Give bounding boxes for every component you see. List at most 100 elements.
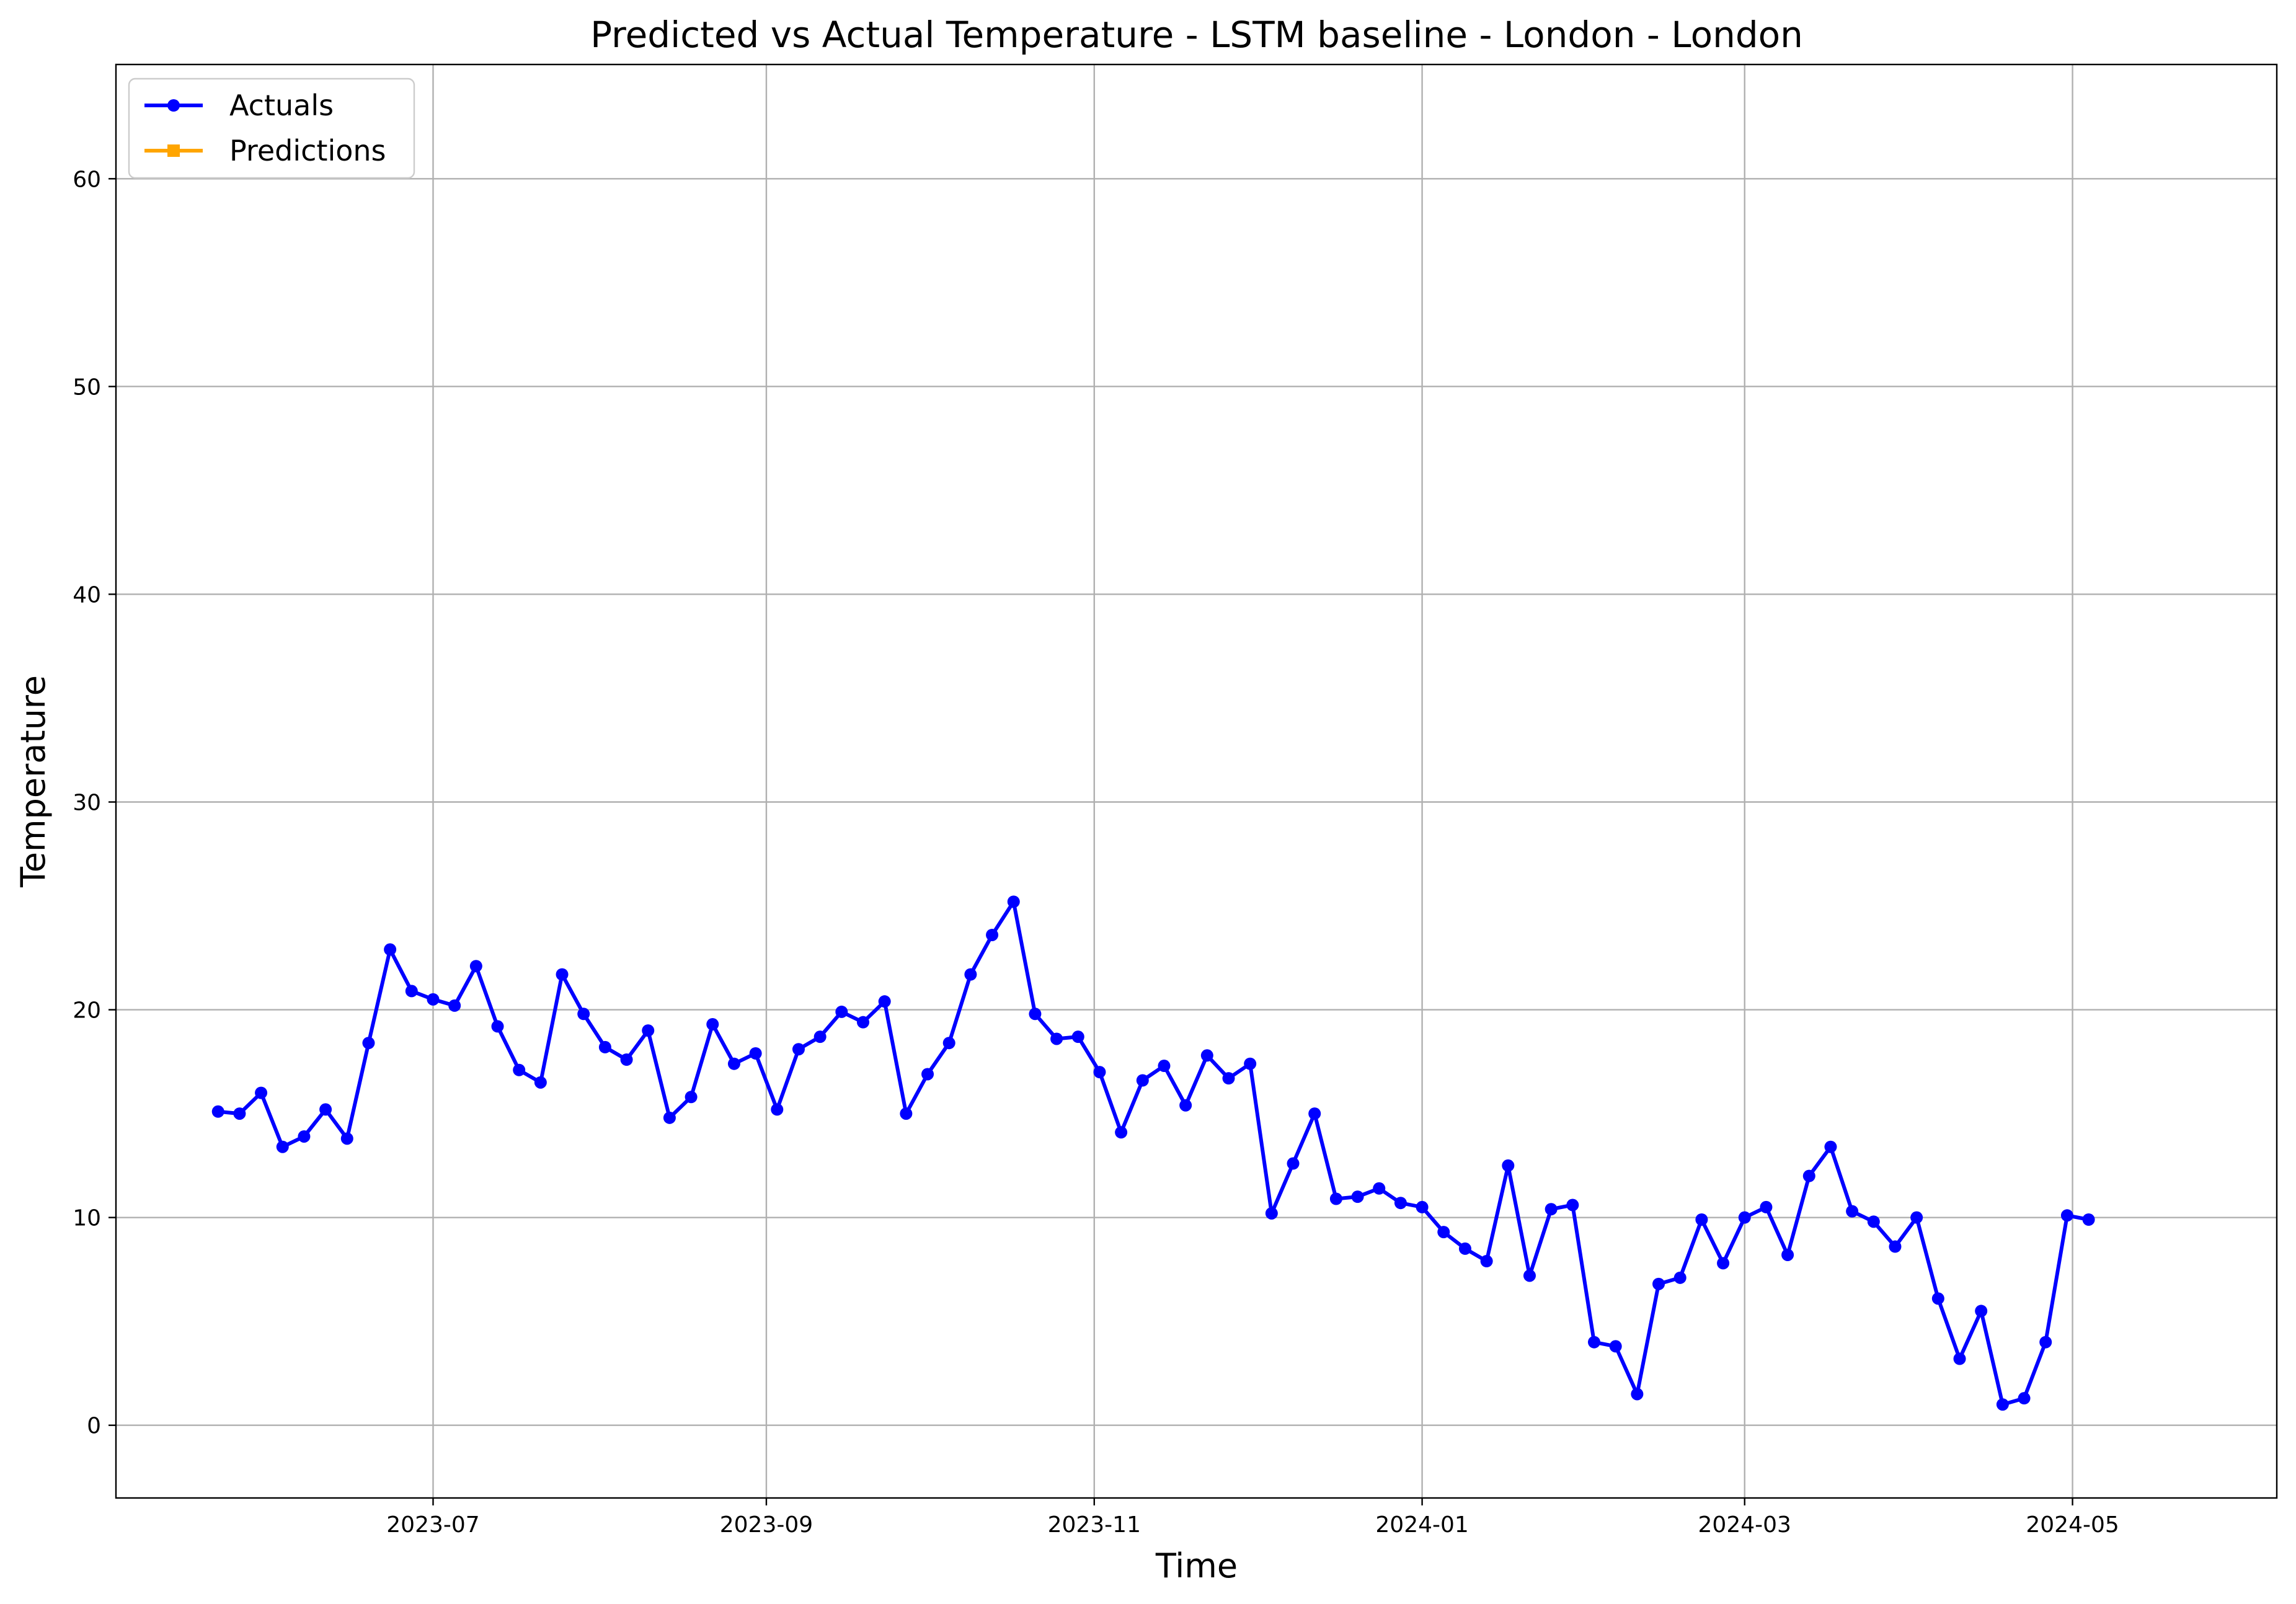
data-point <box>1394 1197 1407 1210</box>
data-point <box>835 1005 848 1018</box>
data-point <box>1802 1169 1815 1182</box>
data-point <box>598 1040 611 1053</box>
data-point <box>1781 1248 1794 1261</box>
data-point <box>1308 1107 1321 1120</box>
data-point <box>1545 1203 1558 1216</box>
data-point <box>1050 1032 1063 1045</box>
gridlines <box>116 64 2277 1498</box>
data-point <box>534 1076 547 1089</box>
data-point <box>362 1037 375 1050</box>
data-point <box>1222 1072 1235 1085</box>
data-point <box>1910 1211 1923 1224</box>
data-point <box>405 985 418 998</box>
data-point <box>491 1020 504 1033</box>
data-point <box>1975 1305 1988 1318</box>
data-point <box>2082 1213 2095 1226</box>
data-point <box>1953 1352 1966 1365</box>
y-tick-label: 20 <box>73 998 101 1024</box>
data-point <box>1673 1271 1687 1284</box>
data-point <box>900 1107 913 1120</box>
data-point <box>878 995 891 1008</box>
data-point <box>1502 1159 1515 1172</box>
data-point <box>1652 1277 1665 1290</box>
legend-actuals-marker <box>167 99 180 112</box>
data-point <box>1931 1292 1944 1305</box>
data-point <box>1480 1255 1493 1268</box>
y-tick-label: 10 <box>73 1206 101 1231</box>
data-point <box>1588 1336 1601 1349</box>
data-point <box>276 1140 289 1153</box>
data-point <box>1996 1398 2009 1411</box>
legend-predictions-label: Predictions <box>229 134 386 167</box>
data-point <box>1416 1200 1429 1213</box>
data-point <box>727 1057 740 1070</box>
data-point <box>1071 1030 1084 1043</box>
data-point <box>2060 1209 2073 1222</box>
x-tick-label: 2023-09 <box>720 1512 813 1538</box>
data-point <box>1867 1215 1880 1228</box>
data-point <box>1566 1199 1579 1212</box>
y-axis-label: Temperature <box>14 675 53 888</box>
data-point <box>1179 1099 1192 1112</box>
data-point <box>1889 1240 1902 1253</box>
data-point <box>577 1008 590 1021</box>
data-point <box>2018 1392 2031 1405</box>
data-point <box>986 928 999 941</box>
plot-frame <box>115 63 2278 1499</box>
data-point <box>1136 1074 1149 1087</box>
data-point <box>1609 1340 1622 1353</box>
y-tick-label: 50 <box>73 374 101 400</box>
data-point <box>685 1091 698 1104</box>
data-point <box>1158 1060 1171 1073</box>
x-tick-label: 2024-03 <box>1698 1512 1791 1538</box>
x-tick-label: 2023-11 <box>1048 1512 1141 1538</box>
x-tick-label: 2023-07 <box>386 1512 479 1538</box>
data-point <box>1523 1269 1536 1282</box>
data-point <box>319 1103 332 1116</box>
y-tick-label: 60 <box>73 167 101 192</box>
data-point <box>255 1086 268 1099</box>
data-point <box>771 1103 784 1116</box>
data-point <box>469 960 482 973</box>
data-point <box>663 1111 676 1124</box>
data-point <box>1200 1049 1213 1062</box>
data-point <box>1760 1200 1773 1213</box>
data-point <box>340 1132 353 1145</box>
data-point <box>1695 1213 1708 1226</box>
legend-predictions-marker <box>167 144 180 157</box>
data-point <box>1373 1182 1386 1195</box>
data-point <box>1115 1126 1128 1139</box>
data-point <box>298 1130 311 1143</box>
data-point <box>921 1068 934 1081</box>
data-point <box>1437 1226 1450 1239</box>
data-point <box>2039 1336 2052 1349</box>
data-point <box>857 1016 870 1029</box>
data-point <box>942 1037 955 1050</box>
data-point <box>964 968 977 981</box>
data-point <box>1631 1388 1644 1401</box>
data-point <box>706 1018 719 1031</box>
series-actuals <box>211 895 2095 1411</box>
y-tick-label: 40 <box>73 582 101 608</box>
y-tick-label: 0 <box>87 1414 101 1439</box>
data-point <box>513 1063 526 1076</box>
data-point <box>1824 1140 1837 1153</box>
ticks: 2023-07 2023-09 2023-11 2024-01 2024-03 2024-… <box>73 167 2119 1538</box>
y-tick-label: 30 <box>73 791 101 816</box>
data-point <box>427 993 440 1006</box>
data-point <box>620 1053 633 1066</box>
legend: Actuals Predictions <box>128 78 415 179</box>
data-point <box>556 968 569 981</box>
data-point <box>1265 1207 1278 1220</box>
data-point <box>749 1047 762 1060</box>
data-point <box>448 999 461 1012</box>
data-point <box>1244 1057 1257 1070</box>
x-tick-label: 2024-01 <box>1375 1512 1468 1538</box>
series-layer <box>211 895 2095 1411</box>
series-line <box>218 900 2090 1407</box>
data-point <box>211 1105 224 1118</box>
data-point <box>642 1024 655 1037</box>
data-point <box>1329 1192 1342 1205</box>
data-point <box>1458 1242 1471 1255</box>
